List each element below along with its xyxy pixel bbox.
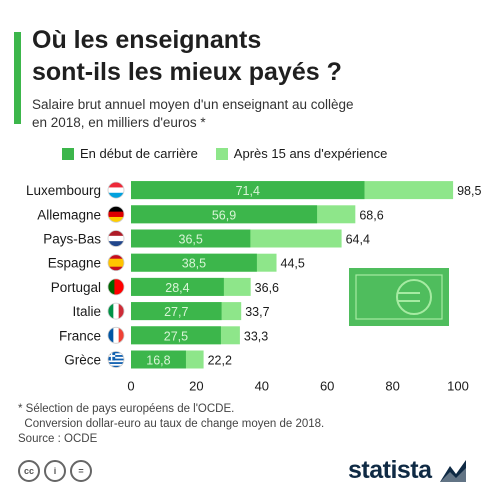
legend-swatch-15y [215,147,228,160]
bar-start-career [131,181,365,200]
bar-start-career [131,253,257,272]
legend-label-start: En début de carrière [80,146,198,161]
category-label: France [59,328,101,343]
germany-flag-icon [107,205,125,223]
category-label: Grèce [64,353,101,368]
data-label-start: 28,4 [165,281,189,295]
legend: En début de carrière Après 15 ans d'expé… [62,146,387,161]
luxembourg-flag-icon [107,181,125,199]
bar-start-career [131,277,224,296]
x-tick-label: 20 [189,379,203,394]
data-label-15y: 33,7 [245,305,269,319]
data-label-start: 27,5 [164,329,188,343]
data-label-15y: 22,2 [208,354,232,368]
data-label-15y: 64,4 [346,233,370,247]
portugal-flag-icon [107,278,125,296]
x-tick-label: 80 [385,379,399,394]
banknote-decoration [349,268,449,326]
data-label-start: 71,4 [236,184,260,198]
footnote-line-2: Conversion dollar-euro au taux de change… [18,418,325,430]
bar-start-career [131,326,221,345]
category-label: Allemagne [37,207,101,222]
title-line-2: sont-ils les mieux payés ? [32,58,342,86]
france-flag-icon [107,326,125,344]
attribution-icon[interactable]: i [44,460,66,482]
chart-title: Où les enseignants sont-ils les mieux pa… [32,24,472,88]
legend-swatch-start [62,147,74,160]
footnote-line-1: * Sélection de pays européens de l'OCDE. [18,403,235,415]
legend-label-15y: Après 15 ans d'expérience [233,146,388,161]
footnote: * Sélection de pays européens de l'OCDE.… [18,402,324,447]
data-label-start: 27,7 [164,305,188,319]
bar-start-career [131,229,251,248]
banknote-border [355,274,443,320]
category-label: Pays-Bas [43,232,101,247]
data-label-15y: 68,6 [359,208,383,222]
license-icons: cc i = [18,460,92,482]
statista-mark-icon [439,459,466,482]
bar-start-career [131,350,186,369]
bar-start-career [131,302,222,321]
x-tick-label: 60 [320,379,334,394]
bar-chart: Luxembourg 71,4 98,5 Allemagne 56,9 68,6 Pays-… [26,181,481,394]
statista-logo[interactable]: statista [348,456,468,485]
title-accent-bar [14,32,21,124]
data-label-start: 36,5 [179,233,203,247]
data-label-15y: 33,3 [244,329,268,343]
data-label-15y: 36,6 [255,281,279,295]
italy-flag-icon [107,302,125,320]
euro-symbol-icon [396,279,432,315]
data-label-start: 38,5 [182,257,206,271]
brand-name: statista [348,456,432,484]
greece-flag-icon [107,351,125,368]
legend-item-15y: Après 15 ans d'expérience [215,146,388,161]
category-label: Portugal [51,280,101,295]
data-label-start: 16,8 [146,354,170,368]
category-label: Espagne [48,256,101,271]
x-tick-label: 0 [127,379,134,394]
footnote-source: Source : OCDE [18,433,98,445]
legend-item-start: En début de carrière [62,146,198,161]
data-label-15y: 98,5 [457,184,481,198]
subtitle-line-1: Salaire brut annuel moyen d'un enseignan… [32,97,354,112]
spain-flag-icon [107,254,125,272]
x-tick-label: 100 [447,379,469,394]
category-label: Luxembourg [26,183,101,198]
x-tick-label: 40 [255,379,269,394]
subtitle-line-2: en 2018, en milliers d'euros * [32,115,206,130]
title-line-1: Où les enseignants [32,26,262,54]
netherlands-flag-icon [107,230,125,247]
data-label-15y: 44,5 [281,257,305,271]
category-label: Italie [72,304,101,319]
chart-subtitle: Salaire brut annuel moyen d'un enseignan… [32,96,472,132]
cc-license-icon[interactable]: cc [18,460,40,482]
bar-start-career [131,205,318,224]
data-label-start: 56,9 [212,208,236,222]
no-derivatives-icon[interactable]: = [70,460,92,482]
